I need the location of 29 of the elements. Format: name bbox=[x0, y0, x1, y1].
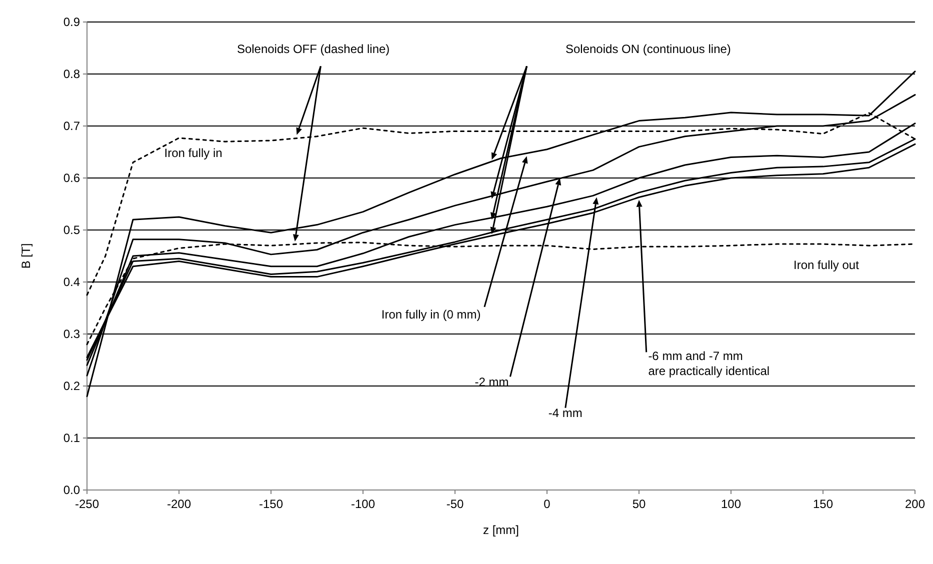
y-tick-label: 0.8 bbox=[63, 67, 80, 82]
x-tick-label: -100 bbox=[350, 497, 376, 511]
annotation: Solenoids ON (continuous line) bbox=[565, 42, 731, 56]
annotation: Solenoids OFF (dashed line) bbox=[236, 42, 390, 56]
x-tick-label: 100 bbox=[720, 497, 742, 511]
y-tick-label: 0.9 bbox=[63, 15, 80, 30]
y-tick-label: 0.2 bbox=[63, 379, 80, 394]
x-tick-label: -200 bbox=[166, 497, 192, 511]
annotation: -6 mm and -7 mm are practically identical bbox=[648, 349, 770, 378]
y-tick-label: 0.7 bbox=[63, 119, 80, 134]
annotation: Iron fully in bbox=[164, 146, 222, 160]
x-tick-label: 150 bbox=[812, 497, 834, 511]
x-tick-label: -150 bbox=[258, 497, 284, 511]
y-tick-label: 0.4 bbox=[63, 275, 80, 290]
y-axis-title: B [T] bbox=[19, 243, 33, 269]
annotation: Iron fully out bbox=[794, 258, 860, 272]
y-tick-label: 0.6 bbox=[63, 171, 80, 186]
annotation: Iron fully in (0 mm) bbox=[381, 307, 481, 322]
x-tick-label: -250 bbox=[74, 497, 100, 511]
y-tick-label: 0.1 bbox=[63, 431, 80, 446]
x-tick-label: 50 bbox=[632, 497, 646, 511]
y-tick-label: 0.5 bbox=[63, 223, 80, 238]
annotation: -4 mm bbox=[548, 406, 582, 420]
x-tick-label: -50 bbox=[446, 497, 464, 511]
x-axis-title: z [mm] bbox=[483, 523, 519, 537]
y-tick-label: 0.3 bbox=[63, 327, 80, 342]
y-tick-label: 0.0 bbox=[63, 483, 80, 498]
x-tick-label: 0 bbox=[544, 497, 551, 511]
x-tick-label: 200 bbox=[904, 497, 926, 511]
